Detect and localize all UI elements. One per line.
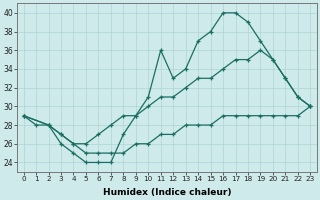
X-axis label: Humidex (Indice chaleur): Humidex (Indice chaleur) — [103, 188, 231, 197]
